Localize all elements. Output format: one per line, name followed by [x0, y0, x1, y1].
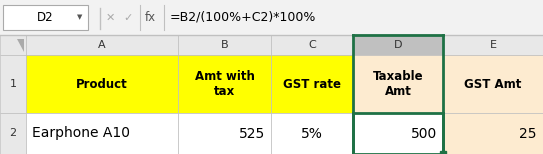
Text: GST Amt: GST Amt: [464, 77, 522, 91]
Text: Amt with
tax: Amt with tax: [194, 70, 255, 98]
Bar: [0, 35, 543, 154]
Text: GST rate: GST rate: [283, 77, 341, 91]
Bar: [271, 55, 353, 113]
Text: B: B: [220, 40, 228, 50]
Text: ✕: ✕: [105, 12, 115, 22]
Text: Product: Product: [76, 77, 128, 91]
Text: fx: fx: [144, 11, 155, 24]
Text: ✓: ✓: [123, 12, 132, 22]
Bar: [271, 35, 353, 55]
Bar: [443, 113, 543, 154]
Text: E: E: [489, 40, 496, 50]
Text: 2: 2: [9, 128, 17, 138]
Polygon shape: [17, 39, 24, 52]
Text: 25: 25: [520, 126, 537, 140]
Bar: [26, 35, 178, 55]
Bar: [353, 35, 443, 55]
Bar: [26, 55, 178, 113]
Bar: [353, 113, 443, 154]
Bar: [271, 113, 353, 154]
Text: 500: 500: [411, 126, 437, 140]
Bar: [353, 55, 443, 113]
Bar: [0, 0, 543, 35]
Text: 525: 525: [239, 126, 265, 140]
Text: D: D: [394, 40, 402, 50]
Bar: [178, 35, 271, 55]
Bar: [443, 55, 543, 113]
Text: Taxable
Amt: Taxable Amt: [372, 70, 424, 98]
Text: 5%: 5%: [301, 126, 323, 140]
Bar: [0, 35, 26, 55]
Text: =B2/(100%+C2)*100%: =B2/(100%+C2)*100%: [170, 11, 317, 24]
Bar: [178, 55, 271, 113]
Text: 1: 1: [9, 79, 16, 89]
Bar: [26, 113, 178, 154]
Text: C: C: [308, 40, 316, 50]
Text: A: A: [98, 40, 106, 50]
Text: D2: D2: [37, 11, 54, 24]
Bar: [3, 5, 88, 30]
Text: Earphone A10: Earphone A10: [32, 126, 130, 140]
Bar: [178, 113, 271, 154]
Bar: [0, 113, 26, 154]
Text: ▼: ▼: [77, 14, 83, 20]
Bar: [443, 35, 543, 55]
Bar: [0, 55, 26, 113]
